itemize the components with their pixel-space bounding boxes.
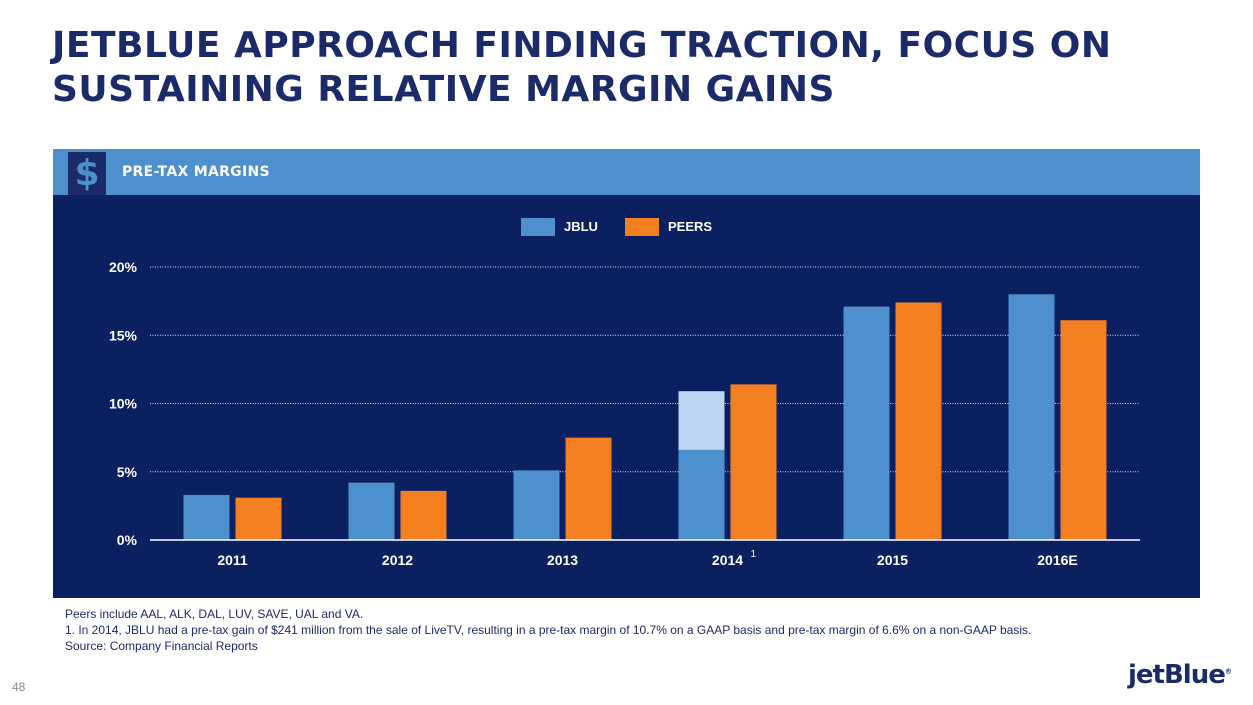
- footnote-source: Source: Company Financial Reports: [65, 639, 258, 653]
- legend-label-jblu: JBLU: [564, 219, 598, 234]
- legend-swatch-jblu: [521, 218, 555, 236]
- bar-jblu-2014-gaap-gain: [678, 391, 725, 450]
- logo-mark: ®: [1224, 667, 1232, 676]
- x-tick-label: 2016E: [1037, 552, 1077, 568]
- chart-panel-header: $ PRE-TAX MARGINS: [53, 149, 1200, 195]
- bar-jblu-2011: [183, 494, 230, 540]
- page-title-line-1: JETBLUE APPROACH FINDING TRACTION, FOCUS…: [52, 25, 1112, 66]
- bar-peers-2015: [895, 302, 942, 540]
- chart-area: 0% 5% 10% 15% 20% 2011 2012 2013 2014 1 2015 2016E J…: [53, 195, 1200, 598]
- x-tick-superscript: 1: [751, 549, 757, 560]
- y-tick-label: 15%: [109, 327, 138, 343]
- bar-jblu-2015: [843, 306, 890, 540]
- x-tick-label: 2012: [382, 552, 413, 568]
- dollar-icon: $: [68, 152, 106, 195]
- chart-panel-title: PRE-TAX MARGINS: [122, 164, 270, 180]
- x-tick-label: 2015: [877, 552, 908, 568]
- jetblue-logo: jetBlue®: [1128, 660, 1232, 690]
- y-tick-label: 20%: [109, 259, 138, 275]
- logo-text: jetBlue: [1128, 660, 1226, 690]
- bar-jblu-2016e: [1008, 294, 1055, 540]
- y-tick-label: 0%: [117, 532, 138, 548]
- bar-jblu-2012: [348, 482, 395, 540]
- footnotes: Peers include AAL, ALK, DAL, LUV, SAVE, …: [65, 606, 1031, 654]
- x-tick-label: 2013: [547, 552, 578, 568]
- bar-peers-2013: [565, 437, 612, 540]
- footnote-2014: 1. In 2014, JBLU had a pre-tax gain of $…: [65, 623, 1032, 637]
- page-title: JETBLUE APPROACH FINDING TRACTION, FOCUS…: [52, 24, 1112, 112]
- bar-peers-2012: [400, 490, 447, 540]
- x-tick-label: 2011: [217, 552, 248, 568]
- x-tick-label: 2014: [712, 552, 743, 568]
- bar-chart: 0% 5% 10% 15% 20% 2011 2012 2013 2014 1 2015 2016E J…: [109, 218, 1140, 568]
- legend-label-peers: PEERS: [668, 219, 712, 234]
- bar-jblu-2013: [513, 470, 560, 540]
- footnote-peers: Peers include AAL, ALK, DAL, LUV, SAVE, …: [65, 607, 364, 621]
- bar-peers-2016e: [1060, 320, 1107, 540]
- bar-peers-2011: [235, 497, 282, 540]
- page-title-line-2: SUSTAINING RELATIVE MARGIN GAINS: [52, 69, 835, 110]
- bar-jblu-2014: [678, 449, 725, 540]
- y-tick-label: 10%: [109, 396, 138, 412]
- bar-peers-2014: [730, 384, 777, 540]
- legend-swatch-peers: [625, 218, 659, 236]
- y-tick-label: 5%: [117, 464, 138, 480]
- page-number: 48: [12, 680, 26, 694]
